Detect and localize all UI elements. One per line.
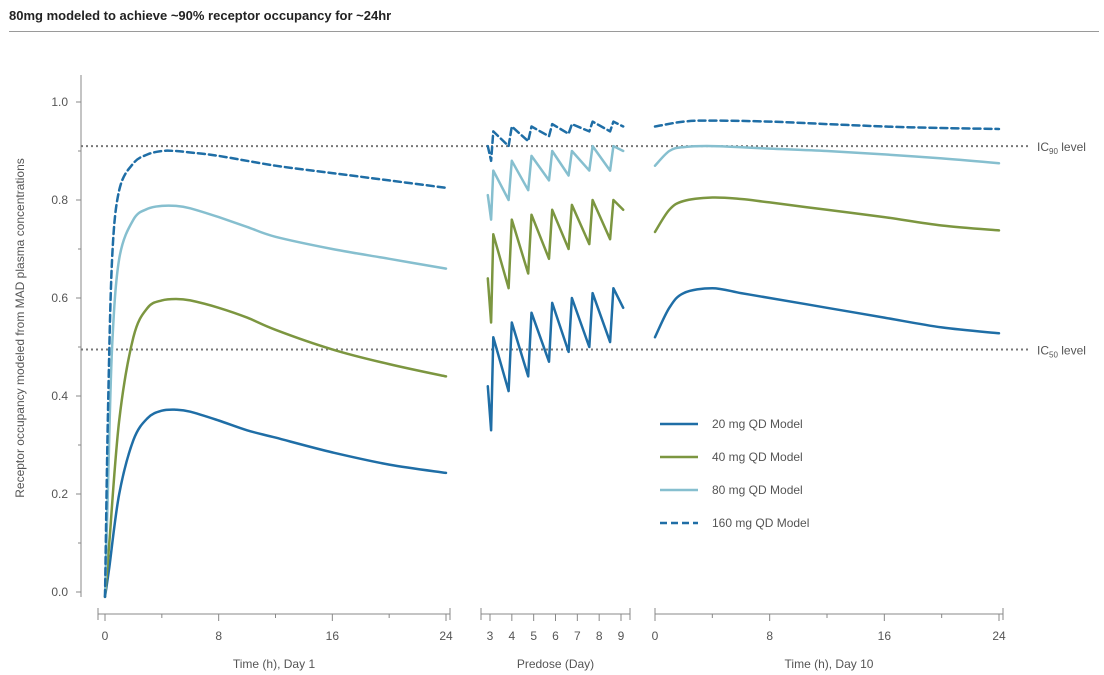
y-tick-label: 0.0 [51,585,68,599]
reference-line-ic90: IC90 level [81,140,1086,156]
x-tick-label: 5 [530,629,537,643]
legend-item: 80 mg QD Model [660,483,803,497]
chart-title: 80mg modeled to achieve ~90% receptor oc… [9,8,392,23]
series-line-predose [486,198,625,324]
series-layer [103,119,1001,599]
x-tick-label: 16 [878,629,892,643]
series-line-day10 [653,119,1001,131]
title-divider [9,31,1099,32]
y-tick-label: 0.8 [51,193,68,207]
legend-item: 160 mg QD Model [660,516,809,530]
x-axes: 0 8 16 24 Time (h), Day 1 3 4 5 6 7 8 9 Predose (Day… [97,608,1006,671]
x-axis-panel-1: 0 8 16 24 Time (h), Day 1 [97,608,453,671]
x-tick-label: 24 [439,629,453,643]
series-line-day10 [653,144,1001,167]
y-tick-label: 0.4 [51,389,68,403]
series-40mg [103,196,1001,599]
reference-lines: IC90 level IC50 level [81,140,1086,359]
legend-label: 40 mg QD Model [712,450,803,464]
series-160mg [103,119,1001,599]
series-line-day10 [653,196,1001,234]
x-axis-label: Predose (Day) [517,657,594,671]
series-line-day1 [103,408,448,599]
series-line-day1 [103,149,448,599]
x-tick-label: 8 [596,629,603,643]
y-tick-label: 0.2 [51,487,68,501]
series-line-predose [486,144,625,221]
series-line-predose [486,286,625,432]
legend-label: 20 mg QD Model [712,417,803,431]
x-tick-label: 24 [992,629,1006,643]
legend-item: 20 mg QD Model [660,417,803,431]
legend-item: 40 mg QD Model [660,450,803,464]
x-tick-label: 0 [102,629,109,643]
x-tick-label: 8 [215,629,222,643]
legend-label: 80 mg QD Model [712,483,803,497]
y-axis: 0.0 0.2 0.4 0.6 0.8 1.0 [51,75,82,599]
x-tick-label: 7 [574,629,581,643]
x-axis-label: Time (h), Day 10 [785,657,874,671]
series-80mg [103,144,1001,599]
x-tick-label: 6 [552,629,559,643]
x-tick-label: 3 [487,629,494,643]
reference-line-label: IC90 level [1037,140,1086,156]
reference-line-label: IC50 level [1037,343,1086,359]
reference-line-ic50: IC50 level [81,343,1086,359]
x-tick-label: 0 [652,629,659,643]
series-line-day10 [653,286,1001,339]
x-axis-panel-3: 0 8 16 24 Time (h), Day 10 [652,608,1006,671]
series-20mg [103,286,1001,599]
series-line-predose [486,120,625,163]
y-tick-label: 1.0 [51,95,68,109]
legend: 20 mg QD Model 40 mg QD Model 80 mg QD Mod… [660,417,809,530]
x-axis-label: Time (h), Day 1 [233,657,316,671]
y-axis-label: Receptor occupancy modeled from MAD plas… [13,158,27,498]
series-line-day1 [103,297,448,599]
x-tick-label: 16 [326,629,340,643]
x-tick-label: 4 [508,629,515,643]
y-tick-label: 0.6 [51,291,68,305]
series-line-day1 [103,204,448,599]
x-axis-panel-2: 3 4 5 6 7 8 9 Predose (Day) [480,608,631,671]
x-tick-label: 9 [618,629,625,643]
legend-label: 160 mg QD Model [712,516,809,530]
x-tick-label: 8 [766,629,773,643]
